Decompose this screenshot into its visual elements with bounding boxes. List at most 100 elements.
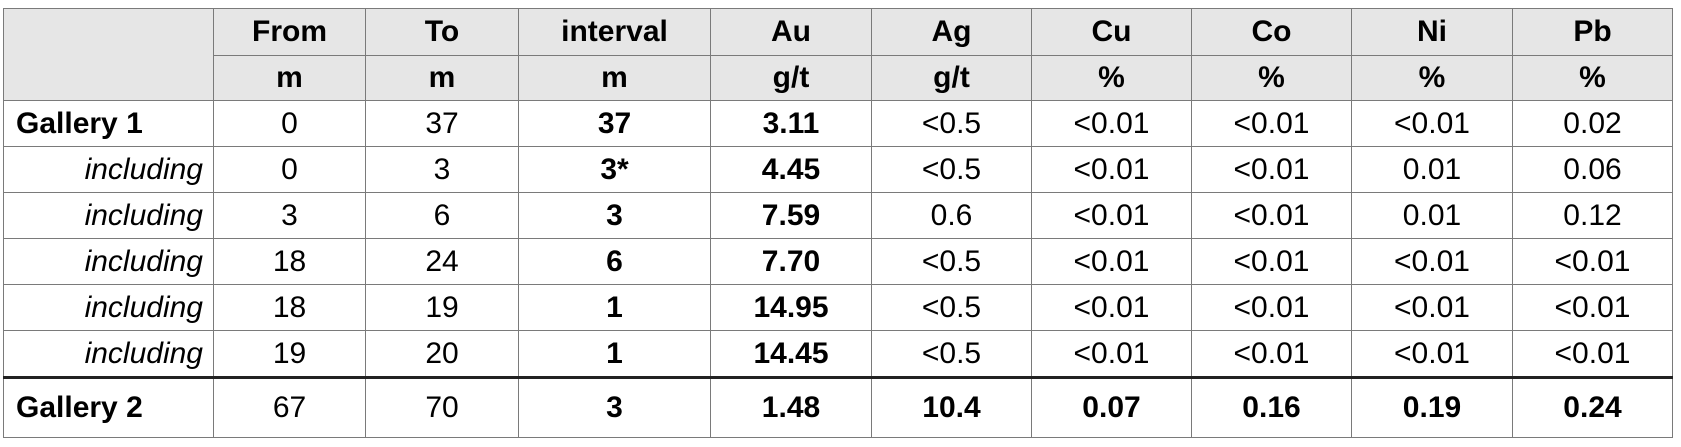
column-header: Ni [1351,8,1513,56]
cell: <0.01 [1031,330,1192,378]
cell: 6 [365,192,519,239]
cell: 0.07 [1031,376,1192,438]
cell: 18 [213,284,366,331]
column-header: Au [710,8,872,56]
cell: <0.01 [1031,192,1192,239]
cell: <0.01 [1351,238,1513,285]
cell: 0.06 [1512,146,1673,193]
cell: <0.01 [1191,238,1352,285]
cell: 37 [518,100,711,147]
cell: 19 [365,284,519,331]
cell: 3 [213,192,366,239]
cell: 37 [365,100,519,147]
cell: 24 [365,238,519,285]
cell: 3.11 [710,100,872,147]
cell: <0.01 [1031,284,1192,331]
cell: 10.4 [871,376,1032,438]
column-header: interval [518,8,711,56]
cell: <0.01 [1351,284,1513,331]
column-header: Ag [871,8,1032,56]
cell: 4.45 [710,146,872,193]
data-row: including 0 3 3* 4.45 <0.5 <0.01 <0.01 0.01 0.06 [3,146,1673,193]
data-row: Gallery 1 0 37 37 3.11 <0.5 <0.01 <0.01 <0.01 0.0… [3,100,1673,147]
cell: <0.5 [871,100,1032,147]
cell: 3 [365,146,519,193]
unit-header: % [1512,55,1673,101]
cell: 0.24 [1512,376,1673,438]
data-row: including 3 6 3 7.59 0.6 <0.01 <0.01 0.01 0.12 [3,192,1673,239]
column-header: Pb [1512,8,1673,56]
corner-cell [3,8,214,101]
cell: 0 [213,146,366,193]
units-row: m m m g/t g/t%%%% [4,55,1673,101]
cell: <0.01 [1031,146,1192,193]
row-label: Gallery 2 [3,376,214,438]
unit-header: g/t [710,55,872,101]
cell: <0.01 [1512,284,1673,331]
cell: <0.5 [871,238,1032,285]
data-row: including 18 24 6 7.70 <0.5 <0.01 <0.01 <0.01 <0.… [3,238,1673,285]
row-label: Gallery 1 [3,100,214,147]
unit-header: g/t [871,55,1032,101]
cell: <0.01 [1031,100,1192,147]
header-row: From To interval Au Ag Cu Co Ni Pb [3,8,1673,101]
data-row: Gallery 2 67 70 3 1.48 10.4 0.07 0.16 0.19 0.24 [3,376,1673,438]
cell: 0.01 [1351,192,1513,239]
cell: <0.01 [1351,100,1513,147]
cell: 0.6 [871,192,1032,239]
cell: 6 [518,238,711,285]
row-label: including [3,192,214,239]
unit-header: m [518,55,711,101]
cell: 20 [365,330,519,378]
cell: <0.01 [1191,192,1352,239]
cell: <0.5 [871,284,1032,331]
cell: 14.95 [710,284,872,331]
cell: <0.5 [871,330,1032,378]
cell: 1 [518,330,711,378]
cell: <0.01 [1512,330,1673,378]
row-label: including [3,238,214,285]
cell: 7.59 [710,192,872,239]
cell: 0 [213,100,366,147]
cell: 7.70 [710,238,872,285]
data-row: including 19 20 1 14.45 <0.5 <0.01 <0.01 <0.01 <0… [3,330,1673,378]
cell: 67 [213,376,366,438]
cell: 3 [518,192,711,239]
cell: 0.12 [1512,192,1673,239]
unit-header: % [1031,55,1192,101]
cell: <0.01 [1031,238,1192,285]
column-header: From [213,8,366,56]
unit-header: % [1191,55,1352,101]
row-label: including [3,330,214,378]
unit-header: m [365,55,519,101]
cell: <0.01 [1191,284,1352,331]
table-body: Gallery 1 0 37 37 3.11 <0.5 <0.01 <0.01 <0.01 0.0… [3,100,1673,438]
cell: 0.16 [1191,376,1352,438]
column-header: Co [1191,8,1352,56]
unit-header: % [1351,55,1513,101]
row-label: including [3,284,214,331]
cell: 0.19 [1351,376,1513,438]
column-header: To [365,8,519,56]
cell: 0.01 [1351,146,1513,193]
cell: 1.48 [710,376,872,438]
cell: <0.01 [1512,238,1673,285]
cell: 3* [518,146,711,193]
cell: 0.02 [1512,100,1673,147]
cell: <0.01 [1191,146,1352,193]
cell: <0.01 [1191,100,1352,147]
unit-header: m [213,55,366,101]
cell: 18 [213,238,366,285]
cell: 3 [518,376,711,438]
assay-table: From To interval Au Ag Cu Co Ni Pb m m m g/t g/t%%%%… [3,8,1673,438]
cell: 1 [518,284,711,331]
column-header: Cu [1031,8,1192,56]
row-label: including [3,146,214,193]
table-header: From To interval Au Ag Cu Co Ni Pb m m m g/t g/t%%%% [3,8,1673,101]
cell: 14.45 [710,330,872,378]
cell: <0.01 [1191,330,1352,378]
cell: <0.5 [871,146,1032,193]
cell: 70 [365,376,519,438]
cell: 19 [213,330,366,378]
